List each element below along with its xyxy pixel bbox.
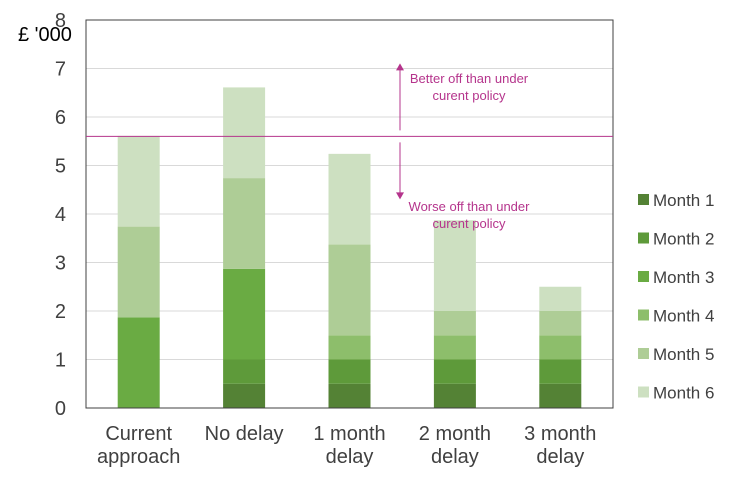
y-tick-label: 7 [55,59,66,81]
bars [117,87,582,408]
bar-segment [117,135,160,227]
y-tick-label: 5 [55,156,66,178]
bar-segment [328,335,371,360]
arrow-up-icon [396,63,404,71]
bar-segment [223,178,266,269]
bar-segment [433,383,476,408]
bar-segment [539,335,582,360]
bar-segment [223,383,266,408]
bar-segment [539,311,582,336]
bar-segment [539,359,582,384]
bar-segment [223,268,266,360]
y-tick-label: 6 [55,107,66,129]
bar-segment [433,359,476,384]
bar-segment [223,87,266,179]
legend-label: Month 6 [653,384,714,403]
legend-label: Month 5 [653,345,714,364]
bar-segment [433,220,476,311]
bar-segment [223,359,266,384]
legend-swatch [638,232,649,244]
legend-swatch [638,194,649,205]
y-tick-label: 8 [55,10,66,32]
y-tick-label: 0 [55,398,66,420]
arrow-down-icon [396,192,404,200]
x-axis-ticks: Current approach No delay 1 month delay 2 mon… [97,423,596,468]
annotation-better-off: Better off than under curent policy [410,71,529,103]
y-tick-label: 2 [55,301,66,323]
bar-segment [117,317,160,408]
bar-segment [328,383,371,408]
y-tick-label: 1 [55,350,66,372]
y-axis-ticks: 0 1 2 3 4 5 6 7 8 [55,10,66,420]
plot-area-frame [85,19,614,409]
bar-segment [539,286,582,311]
bar-segment [328,153,371,245]
y-tick-label: 4 [55,204,66,226]
x-tick-label: 3 month delay [524,423,596,468]
bar-segment [539,383,582,408]
legend-swatch [638,348,649,359]
legend-swatch [638,309,649,321]
legend-label: Month 4 [653,307,714,326]
y-axis-unit-label: £ '000 [18,24,72,46]
y-tick-label: 3 [55,253,66,275]
x-tick-label: Current approach [97,423,180,468]
bar-segment [328,244,371,336]
annotations: Better off than under curent policy Worse … [396,63,530,231]
legend-swatch [638,271,649,282]
legend-label: Month 3 [653,268,714,287]
bar-segment [433,311,476,336]
legend: Month 1 Month 2 Month 3 Month 4 Month 5 Month… [638,191,714,403]
legend-swatch [638,386,649,398]
annotation-worse-off: Worse off than under curent policy [409,199,531,231]
bar-segment [433,335,476,360]
x-tick-label: 2 month delay [419,423,491,468]
x-tick-label: No delay [205,423,284,445]
bar-segment [117,226,160,318]
legend-label: Month 1 [653,191,714,210]
bar-segment [328,359,371,384]
legend-label: Month 2 [653,230,714,249]
x-tick-label: 1 month delay [313,423,385,468]
